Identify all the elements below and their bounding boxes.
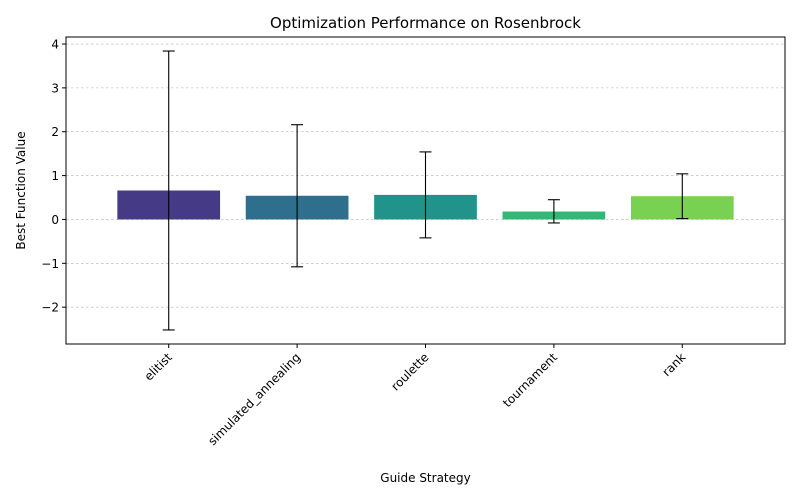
y-tick-label: 3 xyxy=(51,81,59,95)
x-tick-label: tournament xyxy=(500,350,560,410)
y-tick-label: −2 xyxy=(41,301,59,315)
error-bars xyxy=(162,50,689,331)
x-tick-label: elitist xyxy=(142,350,175,383)
y-tick-label: 1 xyxy=(51,169,59,183)
chart-title: Optimization Performance on Rosenbrock xyxy=(270,14,581,32)
y-tick-label: −1 xyxy=(41,257,59,271)
x-tick-label: roulette xyxy=(388,350,431,393)
x-tick-label: simulated_annealing xyxy=(205,350,303,448)
x-axis-ticks: elitist simulated_annealing roulette tourna… xyxy=(142,344,689,448)
y-tick-label: 2 xyxy=(51,125,59,139)
x-tick-label: rank xyxy=(660,350,689,379)
y-tick-label: 0 xyxy=(51,213,59,227)
y-axis-title: Best Function Value xyxy=(14,131,28,249)
x-axis-title: Guide Strategy xyxy=(380,471,470,485)
y-axis-ticks: −2 −1 0 1 2 3 4 xyxy=(41,38,66,315)
y-tick-label: 4 xyxy=(51,38,59,52)
